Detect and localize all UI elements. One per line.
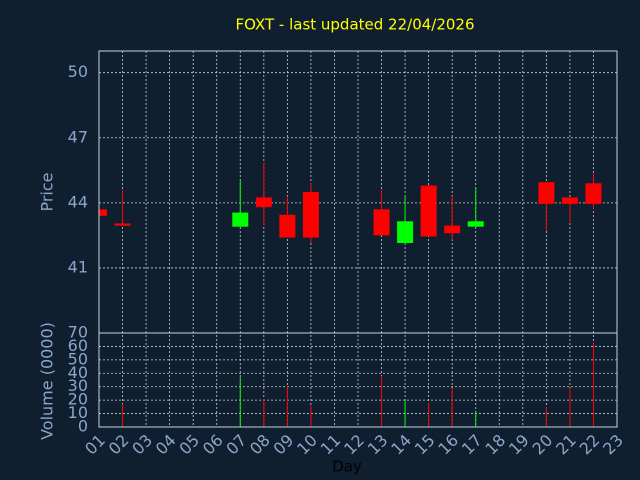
candle-body bbox=[279, 214, 296, 238]
volume-frame bbox=[98, 332, 618, 428]
volume-tick-label: 70 bbox=[68, 323, 88, 342]
candle-body bbox=[561, 197, 578, 204]
x-axis-label: Day bbox=[332, 458, 362, 476]
volume-tick-label: 50 bbox=[68, 349, 88, 368]
candle-body bbox=[114, 223, 131, 226]
candle-body bbox=[397, 221, 414, 243]
chart-title: FOXT - last updated 22/04/2026 bbox=[235, 16, 474, 34]
candle-body bbox=[232, 212, 249, 227]
volume-tick-label: 60 bbox=[68, 336, 88, 355]
volume-tick-label: 40 bbox=[68, 363, 88, 382]
candle-body bbox=[538, 182, 555, 204]
candle-body bbox=[444, 225, 461, 234]
y-tick-label: 44 bbox=[68, 192, 88, 211]
volume-tick-label: 10 bbox=[68, 403, 88, 422]
y-axis-label: Price bbox=[38, 172, 57, 211]
volume-axis-label: Volume (0000) bbox=[38, 322, 57, 440]
y-tick-label: 47 bbox=[68, 127, 88, 146]
volume-tick-label: 20 bbox=[68, 390, 88, 409]
candle-body bbox=[99, 209, 107, 216]
y-tick-label: 50 bbox=[68, 62, 88, 81]
candle-body bbox=[585, 183, 602, 204]
volume-tick-label: 0 bbox=[78, 417, 88, 436]
candle-body bbox=[373, 209, 390, 236]
candle-body bbox=[255, 197, 272, 208]
candle-body bbox=[467, 221, 484, 227]
candle-body bbox=[420, 185, 437, 237]
volume-tick-label: 30 bbox=[68, 376, 88, 395]
y-tick-label: 41 bbox=[68, 257, 88, 276]
candle-body bbox=[302, 192, 319, 238]
